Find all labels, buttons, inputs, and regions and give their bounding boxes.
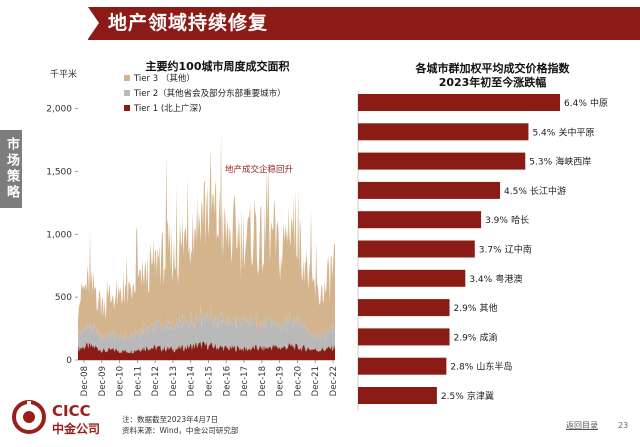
bar-category-label: 成渝 [480, 331, 498, 343]
bar-京津冀 [358, 387, 437, 404]
legend-swatch [124, 75, 130, 81]
left-y-tick-label: 2,000 [46, 105, 72, 115]
bar-value-label: 6.4% [564, 99, 587, 109]
footer-note-source: 资料来源：Wind，中金公司研究部 [122, 426, 239, 435]
page-title-bar: 地产领域持续修复 [88, 7, 640, 40]
chart-annotation: 地产成交企稳回升 [225, 164, 294, 175]
left-x-tick-label: Dec-10 [116, 366, 126, 396]
left-x-tick-label: Dec-21 [311, 366, 321, 396]
bar-value-label: 5.4% [532, 128, 555, 138]
left-y-axis-label: 千平米 [50, 68, 77, 80]
legend-label: Tier 3 （其他） [133, 73, 195, 84]
bar-category-label: 中原 [590, 97, 608, 109]
left-x-tick-label: Dec-15 [205, 366, 215, 396]
bar-中原 [358, 94, 560, 111]
left-x-tick-label: Dec-14 [187, 366, 197, 396]
bar-哈长 [358, 211, 482, 229]
title-notch [88, 7, 99, 39]
page-number: 23 [618, 421, 629, 430]
side-tab-label: 市场策略 [4, 137, 19, 201]
bar-成渝 [358, 328, 450, 346]
bar-value-label: 3.4% [469, 275, 492, 285]
bar-value-label: 3.7% [479, 246, 502, 256]
logo-en: CICC [52, 402, 91, 420]
left-x-tick-label: Dec-20 [293, 366, 303, 396]
bar-category-label: 粤港澳 [495, 273, 522, 285]
area-series-tier3 [78, 128, 335, 342]
cicc-logo-mark [12, 400, 46, 434]
bar-value-label: 2.5% [441, 392, 464, 402]
bar-category-label: 其他 [480, 302, 498, 314]
bar-category-label: 京津冀 [467, 390, 494, 402]
legend-swatch [124, 90, 130, 96]
left-x-tick-label: Dec-17 [240, 366, 250, 396]
left-x-tick-label: Dec-08 [80, 366, 90, 396]
left-y-tick-label: 1,000 [46, 230, 72, 240]
footer-note-date: 注：数据截至2023年4月7日 [122, 415, 219, 424]
side-section-tab[interactable]: 市场策略 [0, 130, 22, 208]
left-y-tick-label: 1,500 [46, 167, 72, 177]
legend-label: Tier 2（其他省会及部分东部重要城市） [133, 88, 286, 99]
right-chart-title-block: 各城市群加权平均成交价格指数 2023年初至今涨跌幅 [380, 62, 605, 90]
left-x-tick-label: Dec-12 [151, 366, 161, 396]
left-y-tick-label: 0 [66, 356, 72, 366]
bar-海峡西岸 [358, 152, 526, 170]
bar-category-label: 关中平原 [558, 126, 594, 138]
bar-value-label: 2.9% [454, 333, 477, 343]
logo-cn: 中金公司 [52, 422, 101, 436]
bar-其他 [358, 299, 450, 317]
bar-category-label: 长江中游 [530, 185, 566, 197]
left-x-tick-label: Dec-13 [169, 366, 179, 396]
bar-value-label: 5.3% [529, 158, 552, 168]
bar-category-label: 海峡西岸 [555, 156, 591, 168]
bar-粤港澳 [358, 269, 466, 287]
bar-category-label: 哈长 [511, 214, 529, 226]
bar-value-label: 2.8% [450, 363, 473, 373]
bar-category-label: 山东半岛 [476, 361, 512, 373]
cicc-logo [12, 400, 46, 434]
back-to-toc-link[interactable]: 返回目录 [566, 421, 598, 430]
bar-辽中南 [358, 240, 475, 258]
legend-swatch [124, 105, 130, 111]
bar-长江中游 [358, 181, 501, 199]
bar-山东半岛 [358, 357, 447, 375]
area-series-tier2 [78, 304, 335, 354]
left-y-tick-label: 500 [55, 293, 72, 303]
left-x-tick-label: Dec-18 [258, 366, 268, 396]
left-chart-title: 主要约100城市周度成交面积 [145, 60, 290, 73]
bar-value-label: 2.9% [454, 304, 477, 314]
left-x-tick-label: Dec-16 [222, 366, 232, 396]
left-x-tick-label: Dec-22 [329, 366, 339, 396]
bar-关中平原 [358, 123, 529, 141]
bar-category-label: 辽中南 [505, 244, 532, 256]
left-x-tick-label: Dec-09 [98, 366, 108, 396]
left-x-tick-label: Dec-19 [276, 366, 286, 396]
left-x-tick-label: Dec-11 [133, 366, 143, 396]
bar-value-label: 4.5% [504, 187, 527, 197]
right-chart-subtitle: 2023年初至今涨跌幅 [438, 76, 547, 89]
legend-label: Tier 1 (北上广深) [133, 103, 201, 114]
area-series-tier1 [78, 341, 335, 360]
bar-value-label: 3.9% [485, 216, 508, 226]
right-chart-title: 各城市群加权平均成交价格指数 [415, 62, 570, 75]
page-title: 地产领域持续修复 [108, 12, 269, 34]
